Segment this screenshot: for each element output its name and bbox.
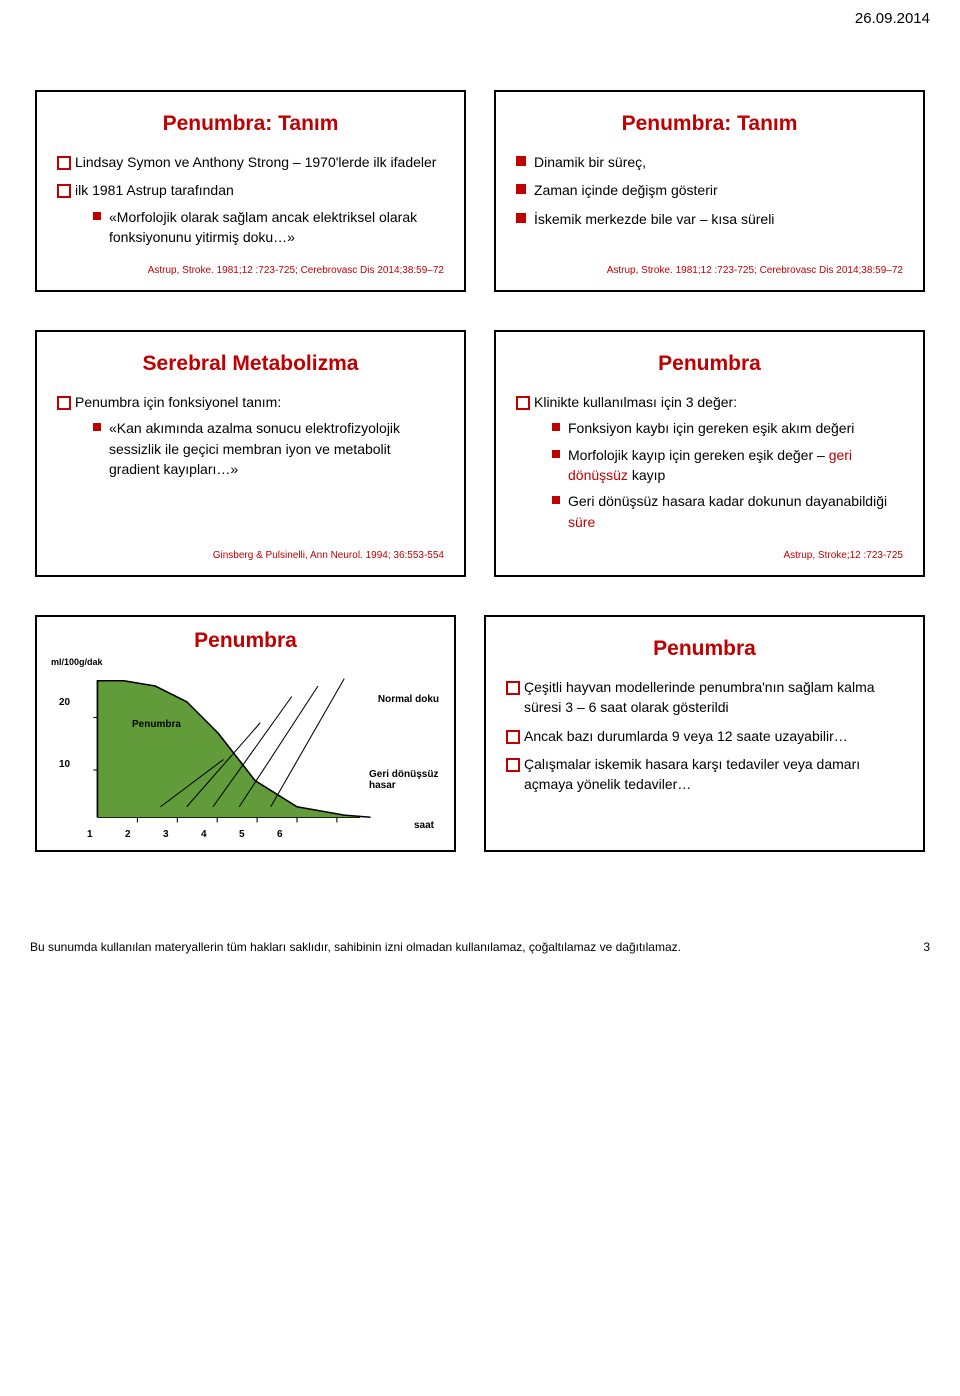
sub-bullet-item: Fonksiyon kaybı için gereken eşik akım d… — [552, 418, 903, 438]
footer-text: Bu sunumda kullanılan materyallerin tüm … — [30, 940, 681, 954]
sub-bullet-item: Geri dönüşsüz hasara kadar dokunun dayan… — [552, 491, 903, 532]
slide-6-body: Çeşitli hayvan modellerinde penumbra'nın… — [506, 677, 903, 836]
slide-1-title: Penumbra: Tanım — [57, 112, 444, 136]
chart-x-ticks: 123456 — [87, 829, 444, 840]
bullet-item: Çeşitli hayvan modellerinde penumbra'nın… — [506, 677, 903, 718]
slide-4-title: Penumbra — [516, 352, 903, 376]
bullet-item: Penumbra için fonksiyonel tanım:«Kan akı… — [57, 392, 444, 479]
slide-2-citation: Astrup, Stroke. 1981;12 :723-725; Cerebr… — [516, 265, 903, 276]
xtick: 1 — [87, 829, 125, 840]
slide-3: Serebral Metabolizma Penumbra için fonks… — [35, 330, 466, 577]
page-footer: Bu sunumda kullanılan materyallerin tüm … — [0, 920, 960, 984]
sub-bullet-item: «Kan akımında azalma sonucu elektrofizyo… — [93, 418, 444, 479]
xtick: 2 — [125, 829, 163, 840]
slide-4: Penumbra Klinikte kullanılması için 3 de… — [494, 330, 925, 577]
slide-6-title: Penumbra — [506, 637, 903, 661]
bullet-item: İskemik merkezde bile var – kısa süreli — [516, 209, 903, 229]
bullet-item: ilk 1981 Astrup tarafından«Morfolojik ol… — [57, 180, 444, 247]
bullet-item: Lindsay Symon ve Anthony Strong – 1970'l… — [57, 152, 444, 172]
slide-1-citation: Astrup, Stroke. 1981;12 :723-725; Cerebr… — [57, 265, 444, 276]
bullet-item: Ancak bazı durumlarda 9 veya 12 saate uz… — [506, 726, 903, 746]
slide-6: Penumbra Çeşitli hayvan modellerinde pen… — [484, 615, 925, 852]
slide-2-title: Penumbra: Tanım — [516, 112, 903, 136]
ytick-10: 10 — [59, 759, 70, 770]
row-1: Penumbra: Tanım Lindsay Symon ve Anthony… — [35, 90, 925, 292]
slide-3-body: Penumbra için fonksiyonel tanım:«Kan akı… — [57, 392, 444, 540]
chart-normal-label: Normal doku — [378, 694, 439, 705]
page-number: 3 — [923, 940, 930, 954]
slide-4-body: Klinikte kullanılması için 3 değer:Fonks… — [516, 392, 903, 540]
row-3: Penumbra ml/100g/dak 20 10 Penumbra Norm… — [35, 615, 925, 852]
slide-3-citation: Ginsberg & Pulsinelli, Ann Neurol. 1994;… — [57, 550, 444, 561]
slide-5-title: Penumbra — [47, 629, 444, 653]
chart-infarct-label: Geri dönüşsüz hasar — [369, 769, 439, 791]
xtick: 4 — [201, 829, 239, 840]
chart-svg — [87, 669, 444, 829]
bullet-item: Klinikte kullanılması için 3 değer:Fonks… — [516, 392, 903, 532]
slide-grid: Penumbra: Tanım Lindsay Symon ve Anthony… — [0, 0, 960, 920]
bullet-item: Çalışmalar iskemik hasara karşı tedavile… — [506, 754, 903, 795]
sub-bullet-item: «Morfolojik olarak sağlam ancak elektrik… — [93, 207, 444, 248]
slide-1-body: Lindsay Symon ve Anthony Strong – 1970'l… — [57, 152, 444, 255]
xtick: 5 — [239, 829, 277, 840]
penumbra-chart: 20 10 Penumbra Normal doku Geri dönüşsüz… — [87, 669, 444, 829]
xtick: 6 — [277, 829, 315, 840]
slide-4-citation: Astrup, Stroke;12 :723-725 — [516, 550, 903, 561]
bullet-item: Zaman içinde değişm gösterir — [516, 180, 903, 200]
chart-penumbra-label: Penumbra — [132, 719, 181, 730]
slide-1: Penumbra: Tanım Lindsay Symon ve Anthony… — [35, 90, 466, 292]
chart-y-axis-label: ml/100g/dak — [51, 657, 103, 667]
ytick-20: 20 — [59, 697, 70, 708]
chart-y-ticks: 20 10 — [59, 669, 70, 805]
chart-x-axis-label: saat — [414, 820, 434, 831]
slide-5: Penumbra ml/100g/dak 20 10 Penumbra Norm… — [35, 615, 456, 852]
sub-bullet-item: Morfolojik kayıp için gereken eşik değer… — [552, 445, 903, 486]
slide-3-title: Serebral Metabolizma — [57, 352, 444, 376]
slide-2-body: Dinamik bir süreç, Zaman içinde değişm gö… — [516, 152, 903, 255]
row-2: Serebral Metabolizma Penumbra için fonks… — [35, 330, 925, 577]
bullet-item: Dinamik bir süreç, — [516, 152, 903, 172]
xtick: 3 — [163, 829, 201, 840]
page-date: 26.09.2014 — [855, 10, 930, 27]
slide-2: Penumbra: Tanım Dinamik bir süreç, Zaman … — [494, 90, 925, 292]
